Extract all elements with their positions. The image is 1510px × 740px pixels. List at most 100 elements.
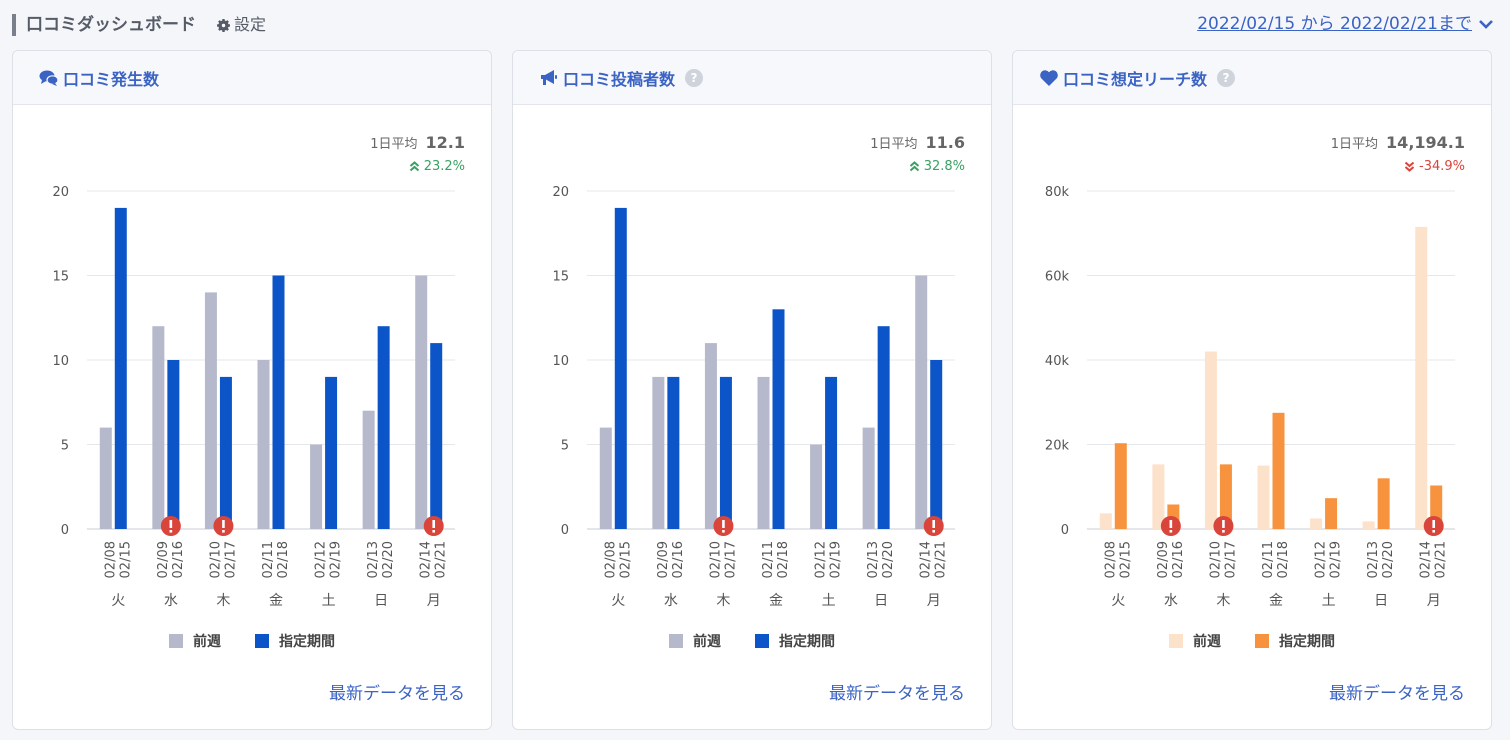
x-tick-date-previous: 02/13 bbox=[866, 541, 881, 578]
bar-selected-period[interactable] bbox=[1325, 498, 1338, 529]
bar-selected-period[interactable] bbox=[167, 360, 180, 529]
x-tick-weekday: 火 bbox=[1111, 593, 1125, 609]
heart-icon bbox=[1040, 69, 1058, 86]
bar-selected-period[interactable] bbox=[1377, 478, 1390, 529]
alert-icon[interactable] bbox=[160, 516, 181, 536]
legend-selected-period[interactable]: 指定期間 bbox=[1255, 631, 1335, 651]
x-tick-weekday: 水 bbox=[1164, 593, 1178, 609]
bar-selected-period[interactable] bbox=[667, 376, 680, 529]
bar-previous-week[interactable] bbox=[362, 410, 375, 529]
bar-previous-week[interactable] bbox=[1362, 521, 1375, 529]
x-tick-weekday: 月 bbox=[927, 593, 941, 609]
alert-icon[interactable] bbox=[1160, 516, 1181, 536]
bar-selected-period[interactable] bbox=[614, 207, 627, 529]
date-range-selector[interactable]: 2022/02/15 から 2022/02/21まで bbox=[1197, 12, 1494, 36]
bar-selected-period[interactable] bbox=[1114, 443, 1127, 529]
x-tick-date-current: 02/21 bbox=[1434, 541, 1449, 578]
bar-previous-week[interactable] bbox=[1310, 518, 1323, 529]
bar-selected-period[interactable] bbox=[272, 275, 285, 530]
bar-selected-period[interactable] bbox=[877, 326, 890, 529]
bar-previous-week[interactable] bbox=[204, 292, 217, 529]
legend-swatch bbox=[255, 634, 269, 648]
bar-selected-period[interactable] bbox=[719, 376, 732, 529]
bar-selected-period[interactable] bbox=[325, 376, 338, 529]
bar-selected-period[interactable] bbox=[825, 376, 838, 529]
view-latest-data-link[interactable]: 最新データを見る bbox=[329, 684, 465, 704]
bar-previous-week[interactable] bbox=[257, 360, 270, 529]
bar-previous-week[interactable] bbox=[1204, 351, 1217, 529]
legend-selected-period[interactable]: 指定期間 bbox=[255, 631, 335, 651]
settings-link[interactable]: 設定 bbox=[215, 14, 266, 36]
bar-selected-period[interactable] bbox=[114, 207, 127, 529]
bar-previous-week[interactable] bbox=[704, 343, 717, 529]
comments-icon bbox=[39, 70, 59, 86]
y-tick-label: 20k bbox=[1045, 439, 1070, 454]
help-icon[interactable]: ? bbox=[685, 68, 704, 87]
alert-icon[interactable] bbox=[713, 516, 734, 536]
bar-previous-week[interactable] bbox=[757, 376, 770, 529]
alert-icon[interactable] bbox=[423, 516, 444, 536]
alert-icon[interactable] bbox=[213, 516, 234, 536]
y-tick-label: 15 bbox=[552, 270, 569, 285]
bar-selected-period[interactable] bbox=[219, 376, 232, 529]
bar-previous-week[interactable] bbox=[652, 376, 665, 529]
bar-previous-week[interactable] bbox=[1257, 465, 1270, 529]
legend-previous-week[interactable]: 前週 bbox=[669, 631, 721, 651]
y-tick-label: 0 bbox=[1061, 523, 1069, 538]
bar-selected-period[interactable] bbox=[1272, 412, 1285, 529]
daily-average-label: 1日平均 bbox=[1330, 137, 1379, 152]
legend-previous-week[interactable]: 前週 bbox=[1169, 631, 1221, 651]
x-tick-weekday: 木 bbox=[716, 593, 730, 609]
x-tick-date-current: 02/19 bbox=[829, 541, 844, 578]
bar-previous-week[interactable] bbox=[152, 326, 165, 529]
chevron-down-icon bbox=[1479, 20, 1493, 29]
metric-card: 口コミ投稿者数 ? 1日平均 11.6 32.8% 0 5 10 15 20 02/08 0… bbox=[512, 50, 992, 730]
bar-selected-period[interactable] bbox=[430, 343, 443, 529]
bar-previous-week[interactable] bbox=[415, 275, 428, 530]
x-tick-date-previous: 02/14 bbox=[419, 541, 434, 578]
x-tick-date-current: 02/18 bbox=[1276, 541, 1291, 578]
legend-previous-week[interactable]: 前週 bbox=[169, 631, 221, 651]
x-tick-date-current: 02/15 bbox=[1118, 541, 1133, 578]
bar-previous-week[interactable] bbox=[99, 427, 112, 529]
bar-previous-week[interactable] bbox=[599, 427, 612, 529]
x-tick-weekday: 日 bbox=[374, 593, 388, 609]
card-title: 口コミ発生数 bbox=[63, 69, 160, 89]
bar-selected-period[interactable] bbox=[930, 360, 943, 529]
y-tick-label: 5 bbox=[561, 439, 569, 454]
x-tick-date-current: 02/20 bbox=[881, 541, 896, 578]
help-icon[interactable]: ? bbox=[1217, 68, 1236, 87]
legend-swatch bbox=[1169, 634, 1183, 648]
x-tick-date-current: 02/16 bbox=[671, 541, 686, 578]
alert-icon[interactable] bbox=[923, 516, 944, 536]
bar-selected-period[interactable] bbox=[772, 309, 785, 529]
bar-selected-period[interactable] bbox=[1219, 464, 1232, 529]
alert-icon[interactable] bbox=[1423, 516, 1444, 536]
y-tick-label: 0 bbox=[61, 523, 69, 538]
view-latest-data-link[interactable]: 最新データを見る bbox=[829, 684, 965, 704]
bar-previous-week[interactable] bbox=[1415, 226, 1428, 529]
view-latest-data-link[interactable]: 最新データを見る bbox=[1329, 684, 1465, 704]
x-tick-date-current: 02/20 bbox=[1381, 541, 1396, 578]
bar-chart: 0 5 10 15 20 02/08 02/15 火 02/09 02/16 水 02/10 02/17… bbox=[552, 185, 955, 609]
card-title: 口コミ想定リーチ数 bbox=[1063, 69, 1208, 89]
double-chevron-down-icon bbox=[1404, 161, 1415, 172]
bar-previous-week[interactable] bbox=[915, 275, 928, 530]
bar-previous-week[interactable] bbox=[810, 444, 823, 530]
daily-average-value: 11.6 bbox=[925, 133, 965, 152]
bar-previous-week[interactable] bbox=[1152, 464, 1165, 529]
x-tick-date-previous: 02/14 bbox=[919, 541, 934, 578]
bar-selected-period[interactable] bbox=[377, 326, 390, 529]
legend-label: 前週 bbox=[193, 634, 221, 650]
chart-legend: 前週 指定期間 bbox=[13, 631, 491, 651]
header-accent-bar bbox=[12, 14, 16, 36]
alert-icon[interactable] bbox=[1213, 516, 1234, 536]
change-indicator: -34.9% bbox=[1404, 159, 1465, 174]
x-tick-weekday: 土 bbox=[822, 593, 836, 609]
x-tick-weekday: 火 bbox=[111, 593, 125, 609]
bar-previous-week[interactable] bbox=[862, 427, 875, 529]
legend-selected-period[interactable]: 指定期間 bbox=[755, 631, 835, 651]
bar-previous-week[interactable] bbox=[1099, 513, 1112, 529]
x-tick-date-current: 02/19 bbox=[329, 541, 344, 578]
bar-previous-week[interactable] bbox=[310, 444, 323, 530]
